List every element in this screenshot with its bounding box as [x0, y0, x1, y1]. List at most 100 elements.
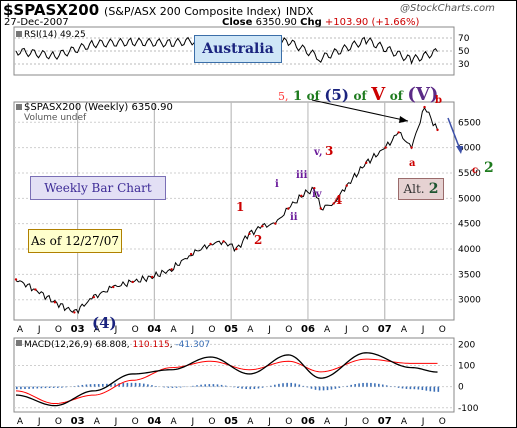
macd-hist-bar — [192, 385, 194, 387]
price-point — [189, 252, 193, 256]
price-point — [332, 202, 335, 205]
macd-hist-bar — [378, 383, 380, 387]
macd-value-3: -41.307 — [175, 340, 210, 350]
macd-hist-bar — [322, 386, 325, 391]
macd-hist-bar — [122, 383, 125, 387]
rsi-label: RSI(14) 49.25 — [24, 30, 86, 40]
x-tick-label: O — [362, 325, 369, 335]
price-y-tick: 5500 — [458, 169, 481, 179]
macd-hist-bar — [118, 383, 120, 387]
macd-hist-bar — [81, 384, 84, 387]
close-label: Close — [222, 17, 253, 28]
wave-5-label: 5, — [278, 90, 289, 103]
volume-label: Volume undef — [24, 113, 87, 123]
alt-num: 2 — [428, 181, 439, 197]
macd-hist-bar — [40, 386, 43, 389]
price-polyline — [15, 106, 438, 315]
macd-hist-bar — [381, 384, 384, 387]
chart-date: 27-Dec-2007 — [4, 17, 69, 28]
macd-hist-bar — [233, 386, 235, 388]
macd-hist-bar — [48, 386, 51, 388]
macd-hist-bar — [163, 386, 166, 388]
x-tick-label: J — [190, 417, 194, 427]
macd-panel — [13, 337, 455, 413]
price-point — [170, 268, 173, 271]
macd-hist-bar — [138, 383, 141, 387]
macd-hist-bar — [318, 386, 321, 391]
price-point — [384, 146, 387, 149]
wave-V-label: V — [371, 84, 386, 105]
rsi-legend-icon — [16, 31, 22, 37]
price-y-tick: 3000 — [458, 296, 481, 306]
x-tick-label: A — [170, 325, 177, 335]
x-tick-label: J — [190, 325, 194, 335]
index-name: (S&P/ASX 200 Composite Index) — [104, 5, 282, 18]
x-tick-label: A — [247, 325, 254, 335]
macd-hist-bar — [290, 382, 292, 387]
x-tick-label: O — [285, 417, 292, 427]
macd-label: MACD(12,26,9) 68.808, 110.115, -41.307 — [24, 340, 210, 350]
macd-hist-bar — [89, 384, 92, 387]
weekly-bar-box: Weekly Bar Chart — [30, 176, 166, 200]
price-point — [209, 242, 212, 246]
macd-hist-bar — [200, 384, 202, 387]
macd-sep-1: , — [127, 340, 133, 350]
macd-y-ticks: -100 0 100 200 — [458, 340, 479, 413]
macd-y-tick: 200 — [458, 340, 475, 350]
x-tick-label: O — [132, 417, 139, 427]
macd-hist-bar — [269, 385, 272, 387]
of-3: of — [389, 89, 403, 103]
macd-hist-bar — [216, 384, 219, 387]
macd-hist-bar — [241, 386, 243, 389]
price-point — [300, 194, 303, 197]
macd-name: MACD(12,26,9) — [24, 340, 92, 350]
macd-hist-bar — [61, 386, 63, 388]
macd-hist-bar — [350, 384, 352, 387]
macd-hist-bar — [314, 386, 317, 390]
macd-y-tick: 0 — [458, 383, 464, 393]
x-tick-label: 05 — [224, 324, 238, 335]
macd-y-tick: 100 — [458, 361, 475, 371]
macd-hist-bar — [274, 384, 276, 387]
x-tick-label: A — [401, 417, 408, 427]
macd-hist-bar — [334, 386, 337, 389]
price-label: $SPASX200 (Weekly) 6350.90 — [24, 102, 173, 113]
macd-polyline — [15, 352, 438, 407]
x-tick-label: 05 — [224, 416, 238, 427]
macd-hist-bar — [110, 383, 112, 387]
wave-label-iv: iv — [312, 189, 322, 200]
x-tick-label: A — [94, 417, 101, 427]
of-1: of — [306, 89, 320, 103]
wave-label-v: v, — [314, 147, 323, 158]
x-tick-label: A — [170, 417, 177, 427]
macd-hist-bar — [114, 383, 116, 387]
x-tick-label: A — [401, 325, 408, 335]
wave-label-iii: iii — [296, 170, 308, 181]
chg-value: +103.90 (+1.66%) — [324, 17, 420, 28]
macd-hist-bar — [374, 383, 376, 387]
x-tick-label: O — [55, 325, 62, 335]
alt2-box: Alt. 2 — [398, 178, 444, 200]
macd-hist-bar — [93, 384, 96, 387]
price-point — [112, 285, 115, 289]
price-point — [235, 247, 238, 251]
wave-label-1: 1 — [236, 200, 245, 214]
chart-header-title: $SPASX200 (S&P/ASX 200 Composite Index) … — [3, 1, 313, 19]
wave-label-i: i — [275, 179, 279, 190]
macd-hist-bar — [52, 386, 55, 388]
x-tick-label: O — [208, 417, 215, 427]
x-tick-label: O — [132, 325, 139, 335]
wave-label-4: 4 — [334, 193, 343, 207]
macd-hist-bar — [126, 382, 129, 387]
wave-label-b: b — [435, 95, 442, 106]
macd-hist-bar — [429, 386, 432, 392]
macd-value-1: 68.808 — [95, 340, 127, 350]
macd-hist-bar — [253, 386, 256, 389]
macd-histogram — [16, 382, 440, 392]
price-point — [287, 207, 290, 210]
price-point — [222, 240, 225, 243]
macd-hist-bar — [366, 382, 368, 387]
macd-hist-bar — [208, 384, 211, 387]
macd-hist-bar — [294, 383, 297, 387]
